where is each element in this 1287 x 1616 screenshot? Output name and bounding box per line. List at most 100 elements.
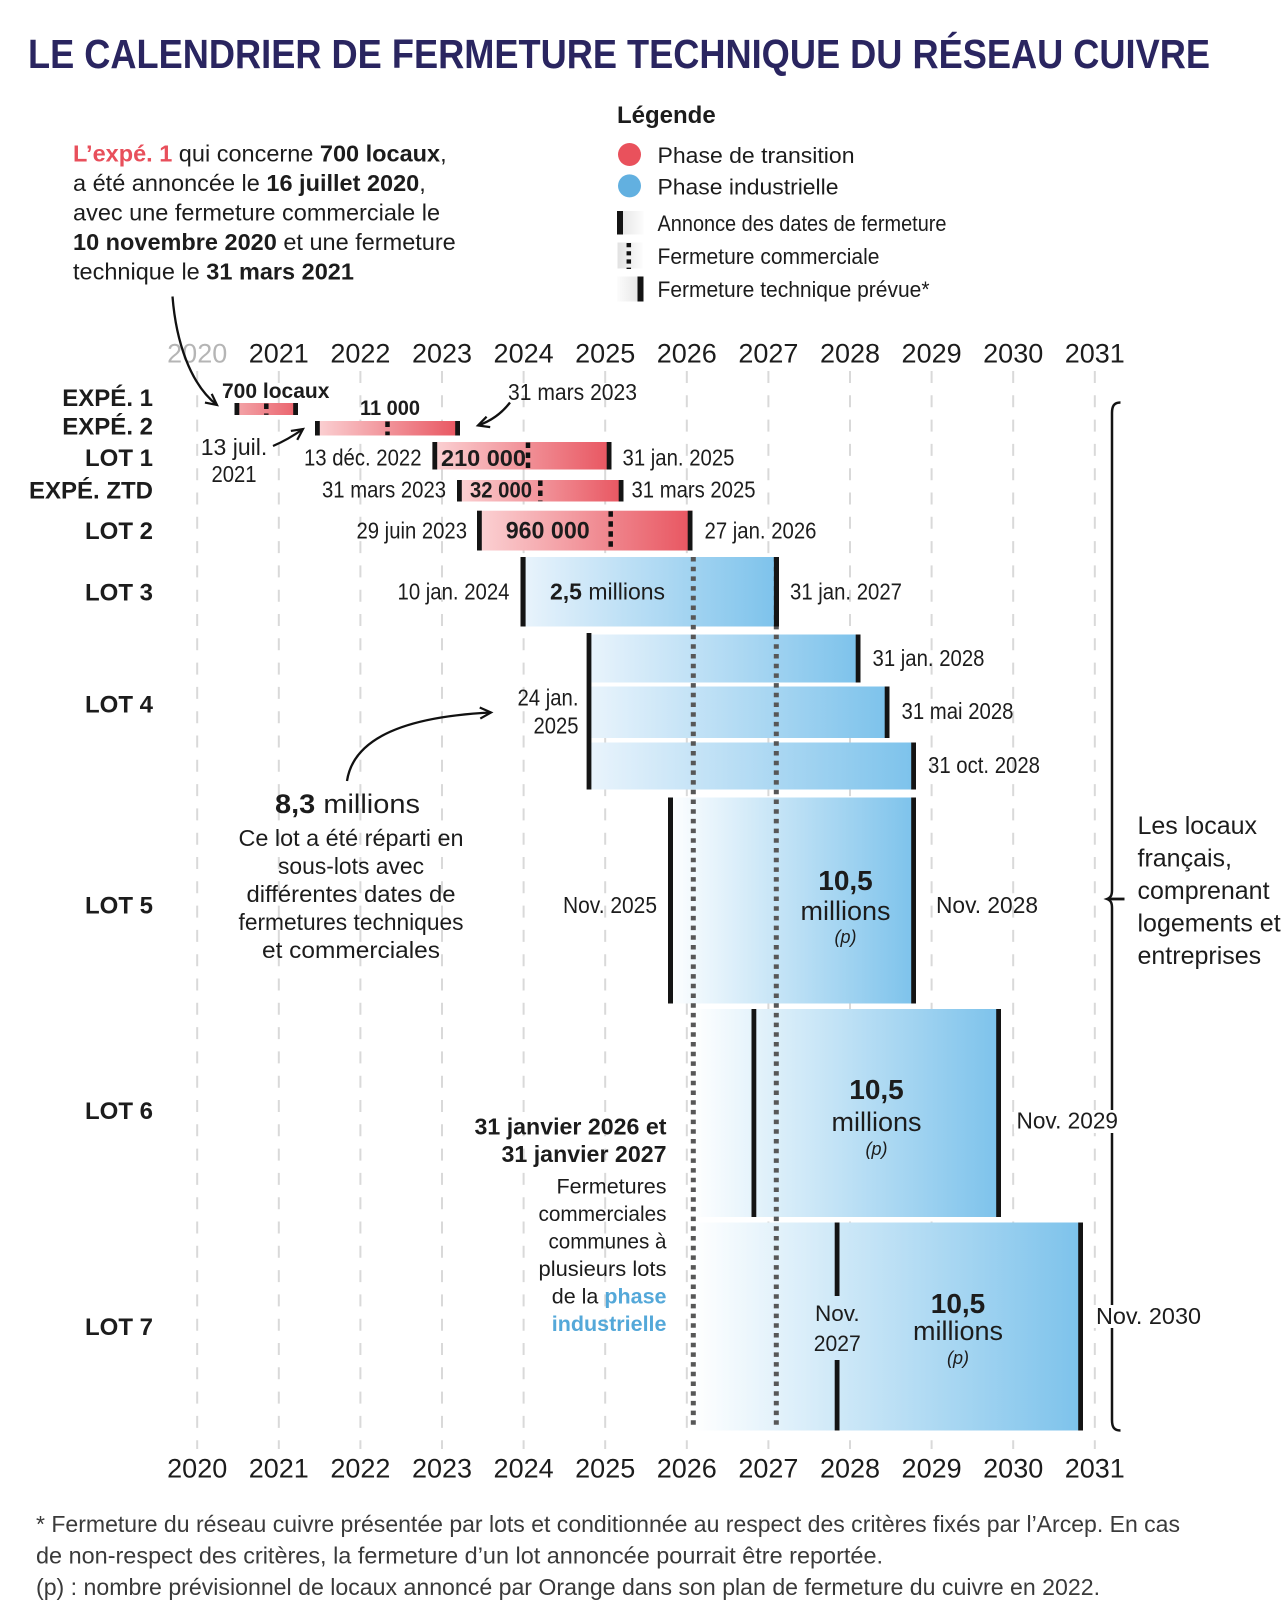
svg-text:2025: 2025 <box>575 1454 635 1484</box>
svg-text:LOT 1: LOT 1 <box>85 445 153 472</box>
svg-text:LE CALENDRIER DE FERMETURE TEC: LE CALENDRIER DE FERMETURE TECHNIQUE DU … <box>28 31 1210 77</box>
svg-text:Nov. 2029: Nov. 2029 <box>1017 1108 1119 1134</box>
svg-text:31 mai 2028: 31 mai 2028 <box>902 698 1014 724</box>
svg-text:2025: 2025 <box>575 339 635 369</box>
svg-text:10,5: 10,5 <box>931 1288 986 1319</box>
svg-text:comprenant: comprenant <box>1138 877 1270 905</box>
svg-text:8,3 millions: 8,3 millions <box>275 789 420 819</box>
svg-text:31 mars 2023: 31 mars 2023 <box>322 477 446 503</box>
svg-text:2030: 2030 <box>983 1454 1043 1484</box>
svg-text:technique le 31 mars 2021: technique le 31 mars 2021 <box>73 259 354 285</box>
svg-text:960 000: 960 000 <box>506 518 590 545</box>
svg-text:millions: millions <box>913 1316 1003 1346</box>
svg-text:Phase industrielle: Phase industrielle <box>658 174 839 199</box>
svg-text:Ce lot a été réparti en: Ce lot a été réparti en <box>239 825 464 851</box>
svg-text:31 jan. 2027: 31 jan. 2027 <box>790 579 902 605</box>
svg-text:10 novembre 2020 et une fermet: 10 novembre 2020 et une fermeture <box>73 229 456 255</box>
svg-text:2022: 2022 <box>330 339 390 369</box>
svg-text:entreprises: entreprises <box>1138 942 1262 970</box>
svg-text:2025: 2025 <box>534 713 579 739</box>
svg-text:210 000: 210 000 <box>441 445 526 471</box>
svg-text:700 locaux: 700 locaux <box>222 380 330 403</box>
svg-text:2029: 2029 <box>902 1454 962 1484</box>
svg-text:EXPÉ. 1: EXPÉ. 1 <box>62 384 153 412</box>
svg-text:2031: 2031 <box>1065 1454 1125 1484</box>
svg-text:13 juil.: 13 juil. <box>201 434 267 460</box>
svg-text:EXPÉ. ZTD: EXPÉ. ZTD <box>29 477 153 505</box>
svg-text:13 déc. 2022: 13 déc. 2022 <box>304 445 422 471</box>
svg-text:10,5: 10,5 <box>818 865 873 896</box>
svg-text:2031: 2031 <box>1065 339 1125 369</box>
svg-text:24 jan.: 24 jan. <box>518 685 579 711</box>
svg-text:Phase de transition: Phase de transition <box>658 143 855 168</box>
svg-text:(p): (p) <box>835 927 857 947</box>
svg-text:* Fermeture du réseau cuivre p: * Fermeture du réseau cuivre présentée p… <box>36 1511 1180 1537</box>
svg-text:31 jan. 2028: 31 jan. 2028 <box>873 645 985 671</box>
svg-text:2029: 2029 <box>902 339 962 369</box>
svg-text:2030: 2030 <box>983 339 1043 369</box>
svg-text:EXPÉ. 2: EXPÉ. 2 <box>62 413 153 441</box>
svg-text:2028: 2028 <box>820 1454 880 1484</box>
svg-text:2021: 2021 <box>212 461 257 487</box>
svg-text:31 janvier 2026 et: 31 janvier 2026 et <box>475 1114 667 1140</box>
svg-text:L’expé. 1 qui concerne 700 loc: L’expé. 1 qui concerne 700 locaux, <box>73 141 447 167</box>
svg-text:commerciales: commerciales <box>539 1202 667 1226</box>
svg-text:Fermetures: Fermetures <box>557 1175 667 1199</box>
svg-text:de la phase: de la phase <box>552 1285 667 1309</box>
svg-text:(p): (p) <box>947 1348 969 1368</box>
svg-text:Fermeture commerciale: Fermeture commerciale <box>658 244 880 269</box>
svg-text:29 juin 2023: 29 juin 2023 <box>357 518 468 544</box>
svg-text:industrielle: industrielle <box>552 1312 667 1336</box>
svg-text:32 000: 32 000 <box>470 478 532 503</box>
svg-text:LOT 7: LOT 7 <box>85 1314 153 1341</box>
svg-text:avec une fermeture commerciale: avec une fermeture commerciale le <box>73 200 440 226</box>
svg-text:LOT 3: LOT 3 <box>85 580 153 607</box>
svg-text:logements et: logements et <box>1138 910 1281 938</box>
svg-text:et commerciales: et commerciales <box>262 937 440 963</box>
svg-text:LOT 4: LOT 4 <box>85 692 154 719</box>
svg-text:Nov. 2028: Nov. 2028 <box>936 892 1038 918</box>
svg-text:LOT 6: LOT 6 <box>85 1098 153 1125</box>
svg-text:2026: 2026 <box>657 339 717 369</box>
svg-text:2021: 2021 <box>249 1454 309 1484</box>
svg-text:27 jan. 2026: 27 jan. 2026 <box>705 518 817 544</box>
svg-text:31 jan. 2025: 31 jan. 2025 <box>623 445 735 471</box>
svg-text:sous-lots avec: sous-lots avec <box>278 853 424 879</box>
svg-text:2023: 2023 <box>412 339 472 369</box>
svg-text:2021: 2021 <box>249 339 309 369</box>
svg-text:2023: 2023 <box>412 1454 472 1484</box>
svg-text:2024: 2024 <box>494 1454 554 1484</box>
svg-text:Nov. 2030: Nov. 2030 <box>1096 1303 1201 1329</box>
svg-text:10 jan. 2024: 10 jan. 2024 <box>398 579 510 605</box>
svg-text:31 janvier 2027: 31 janvier 2027 <box>502 1141 667 1167</box>
svg-text:de non-respect des critères, l: de non-respect des critères, la fermetur… <box>36 1543 883 1569</box>
svg-text:a été annoncée le 16 juillet 2: a été annoncée le 16 juillet 2020, <box>73 170 426 196</box>
svg-text:millions: millions <box>831 1107 921 1137</box>
svg-text:31 mars 2025: 31 mars 2025 <box>632 477 756 503</box>
svg-text:31 oct. 2028: 31 oct. 2028 <box>928 752 1040 778</box>
svg-text:(p) : nombre prévisionnel de l: (p) : nombre prévisionnel de locaux anno… <box>36 1574 1100 1600</box>
svg-text:plusieurs lots: plusieurs lots <box>539 1257 667 1281</box>
svg-text:millions: millions <box>800 896 890 926</box>
svg-text:communes à: communes à <box>549 1230 667 1254</box>
svg-text:31 mars 2023: 31 mars 2023 <box>508 379 637 405</box>
svg-text:2020: 2020 <box>167 1454 227 1484</box>
svg-text:(p): (p) <box>866 1139 888 1159</box>
svg-text:LOT 5: LOT 5 <box>85 893 153 920</box>
svg-text:Fermeture technique prévue*: Fermeture technique prévue* <box>658 277 930 302</box>
svg-text:10,5: 10,5 <box>849 1074 904 1105</box>
svg-text:2027: 2027 <box>738 1454 798 1484</box>
svg-text:Annonce des dates de fermeture: Annonce des dates de fermeture <box>658 211 947 236</box>
svg-text:Nov.: Nov. <box>815 1301 860 1326</box>
svg-text:2022: 2022 <box>330 1454 390 1484</box>
svg-text:français,: français, <box>1138 845 1232 873</box>
svg-text:LOT 2: LOT 2 <box>85 518 153 545</box>
svg-text:Nov. 2025: Nov. 2025 <box>563 892 657 918</box>
svg-text:2027: 2027 <box>738 339 798 369</box>
svg-text:2028: 2028 <box>820 339 880 369</box>
svg-text:2,5 millions: 2,5 millions <box>550 579 665 605</box>
svg-text:Les locaux: Les locaux <box>1138 812 1258 840</box>
svg-text:fermetures techniques: fermetures techniques <box>239 909 464 935</box>
svg-text:Légende: Légende <box>617 102 716 129</box>
svg-text:différentes dates de: différentes dates de <box>247 881 456 907</box>
